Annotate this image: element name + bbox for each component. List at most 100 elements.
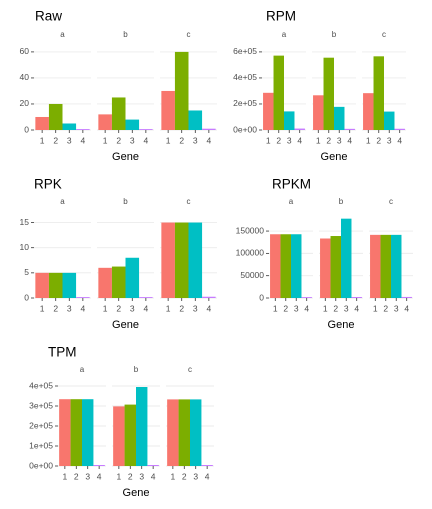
x-axis-label: Gene [123,487,150,499]
x-tick-label: 4 [80,135,85,145]
facet-label: b [332,30,337,39]
x-tick-label: 1 [116,471,121,481]
bar-gene-4 [301,297,312,298]
x-tick-label: 2 [283,303,288,313]
bar-gene-4 [139,297,153,298]
chart-title: TPM [48,345,77,360]
facet-label: c [187,197,191,206]
x-tick-label: 3 [387,135,392,145]
facet-label: a [289,197,294,206]
x-tick-label: 2 [116,303,121,313]
bar-gene-1 [370,234,381,298]
x-axis-label: Gene [112,151,139,163]
bar-gene-1 [161,222,175,298]
bar-gene-2 [111,97,126,130]
x-tick-label: 2 [74,471,79,481]
bar-gene-1 [98,267,112,298]
x-tick-label: 1 [266,135,271,145]
x-tick-label: 3 [344,303,349,313]
bar-gene-2 [373,56,384,131]
x-tick-label: 1 [323,303,328,313]
x-tick-label: 4 [347,135,352,145]
x-tick-label: 2 [326,135,331,145]
y-tick-label: 2e+05 [233,98,257,108]
bar-gene-4 [201,465,213,466]
y-tick-label: 6e+05 [233,46,257,56]
bar-gene-3 [391,234,402,298]
bar-gene-1 [167,399,179,466]
y-tick-label: 0 [24,124,29,134]
x-tick-label: 1 [366,135,371,145]
x-tick-label: 2 [116,135,121,145]
bar-gene-2 [70,399,82,466]
x-axis-label: Gene [112,319,139,331]
facet-label: c [188,365,192,374]
x-tick-label: 3 [85,471,90,481]
x-tick-label: 2 [333,303,338,313]
x-tick-label: 3 [67,135,72,145]
y-tick-label: 0e+00 [233,124,257,134]
x-tick-label: 2 [376,135,381,145]
x-tick-label: 2 [53,135,58,145]
bar-gene-3 [62,272,77,298]
x-tick-label: 3 [394,303,399,313]
x-tick-label: 2 [53,303,58,313]
x-tick-label: 4 [354,303,359,313]
y-tick-label: 2e+05 [29,420,53,430]
y-tick-label: 4e+05 [233,72,257,82]
y-tick-label: 50000 [240,270,264,280]
bar-gene-2 [380,234,391,298]
x-tick-label: 4 [151,471,156,481]
bar-gene-2 [111,266,126,298]
x-tick-label: 4 [297,135,302,145]
y-tick-label: 10 [20,242,30,252]
x-tick-label: 3 [139,471,144,481]
x-tick-label: 1 [62,471,67,481]
x-tick-label: 3 [130,135,135,145]
bar-gene-4 [294,128,305,130]
bar-gene-2 [330,236,341,298]
y-tick-label: 3e+05 [29,400,53,410]
bar-gene-3 [341,218,352,298]
bar-gene-4 [202,296,216,298]
x-tick-label: 4 [143,303,148,313]
bar-gene-1 [59,399,71,466]
facet-label: c [187,30,191,39]
y-tick-label: 0 [259,292,264,302]
bar-gene-3 [62,123,77,130]
x-tick-label: 3 [130,303,135,313]
facet-label: a [282,30,287,39]
facet-label: c [382,30,386,39]
bar-gene-3 [82,399,94,466]
x-tick-label: 4 [206,303,211,313]
bar-gene-3 [125,119,140,130]
bar-gene-3 [334,106,345,130]
x-tick-label: 2 [128,471,133,481]
bar-gene-1 [161,90,175,130]
y-tick-label: 0e+00 [29,460,53,470]
bar-gene-1 [263,92,274,130]
x-tick-label: 3 [294,303,299,313]
bar-gene-1 [98,114,112,130]
bar-gene-4 [76,129,90,130]
chart-title: Raw [35,9,62,24]
bar-gene-3 [284,111,295,130]
bar-gene-4 [394,128,405,130]
x-tick-label: 2 [179,135,184,145]
bar-gene-4 [139,129,153,130]
bar-gene-2 [48,272,63,298]
bar-gene-1 [363,93,374,130]
facet-label: b [123,197,128,206]
y-tick-label: 150000 [236,225,265,235]
y-tick-label: 0 [24,292,29,302]
bar-gene-2 [124,404,136,466]
y-tick-label: 20 [20,98,30,108]
bar-gene-4 [401,296,412,298]
facet-label: b [134,365,139,374]
x-tick-label: 2 [182,471,187,481]
bar-gene-2 [174,51,189,130]
y-tick-label: 15 [20,217,30,227]
facet-label: a [60,197,65,206]
x-tick-label: 2 [383,303,388,313]
